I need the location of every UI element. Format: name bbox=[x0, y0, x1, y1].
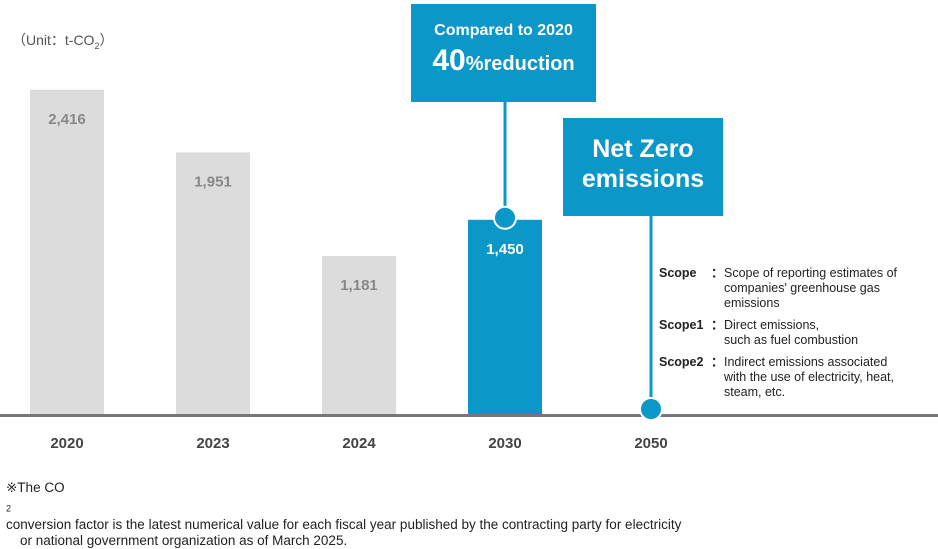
legend-row-scope1: Scope1 ： Direct emissions, such as fuel c… bbox=[659, 318, 929, 348]
bar-2030 bbox=[468, 219, 542, 415]
bar-2023 bbox=[176, 152, 250, 415]
footnote: ※The CO 2 conversion factor is the latest… bbox=[6, 480, 681, 549]
footnote-line2: or national government organization as o… bbox=[20, 532, 348, 548]
legend-key: Scope1 bbox=[659, 318, 704, 332]
tick-label-2024: 2024 bbox=[342, 435, 376, 452]
legend-key: Scope2 bbox=[659, 355, 704, 369]
legend-separator: ： bbox=[711, 266, 724, 280]
legend-separator: ： bbox=[711, 355, 724, 369]
footnote-line1: ※The CO 2 conversion factor is the latest… bbox=[6, 480, 682, 532]
legend-key: Scope bbox=[659, 266, 697, 280]
callout-2030-line1: Compared to 2020 bbox=[434, 22, 573, 39]
callout-2030-reduction: Compared to 2020 40%reduction bbox=[411, 4, 596, 102]
data-label-2020: 2,416 bbox=[48, 111, 86, 128]
legend-row-scope: Scope ： Scope of reporting estimates of c… bbox=[659, 266, 929, 311]
tick-label-2023: 2023 bbox=[196, 435, 229, 452]
bar-2020 bbox=[30, 89, 104, 416]
legend-separator: ： bbox=[711, 318, 724, 332]
tick-label-2020: 2020 bbox=[50, 435, 83, 452]
x-axis-line bbox=[0, 414, 938, 417]
scope-legend: Scope ： Scope of reporting estimates of c… bbox=[659, 266, 929, 407]
data-label-2023: 1,951 bbox=[194, 173, 232, 190]
data-label-2024: 1,181 bbox=[340, 277, 378, 294]
callout-2050-net-zero: Net Zero emissions bbox=[563, 118, 723, 216]
data-label-2030: 1,450 bbox=[486, 241, 524, 258]
callout-2030-percent: 40 bbox=[432, 44, 466, 77]
tick-label-2030: 2030 bbox=[488, 435, 521, 452]
legend-description: Indirect emissions associated with the us… bbox=[724, 355, 894, 399]
legend-description: Scope of reporting estimates of companies… bbox=[724, 266, 898, 310]
callout-2030-reduction-text: %reduction bbox=[465, 53, 575, 75]
bar-2024 bbox=[322, 256, 396, 415]
unit-label: （Unit：t-CO2） bbox=[12, 32, 114, 51]
bar-chart: 2,416 2020 1,951 2023 1,181 2024 1,450 2030 2050 bbox=[0, 89, 938, 452]
marker-2050 bbox=[639, 397, 663, 421]
callout-2050-line2: emissions bbox=[581, 165, 705, 193]
callout-2050-line1: Net Zero bbox=[592, 135, 694, 163]
legend-row-scope2: Scope2 ： Indirect emissions associated wi… bbox=[659, 355, 929, 400]
tick-label-2050: 2050 bbox=[634, 435, 667, 452]
marker-2030 bbox=[493, 205, 517, 230]
legend-description: Direct emissions, such as fuel combustion bbox=[724, 318, 859, 347]
